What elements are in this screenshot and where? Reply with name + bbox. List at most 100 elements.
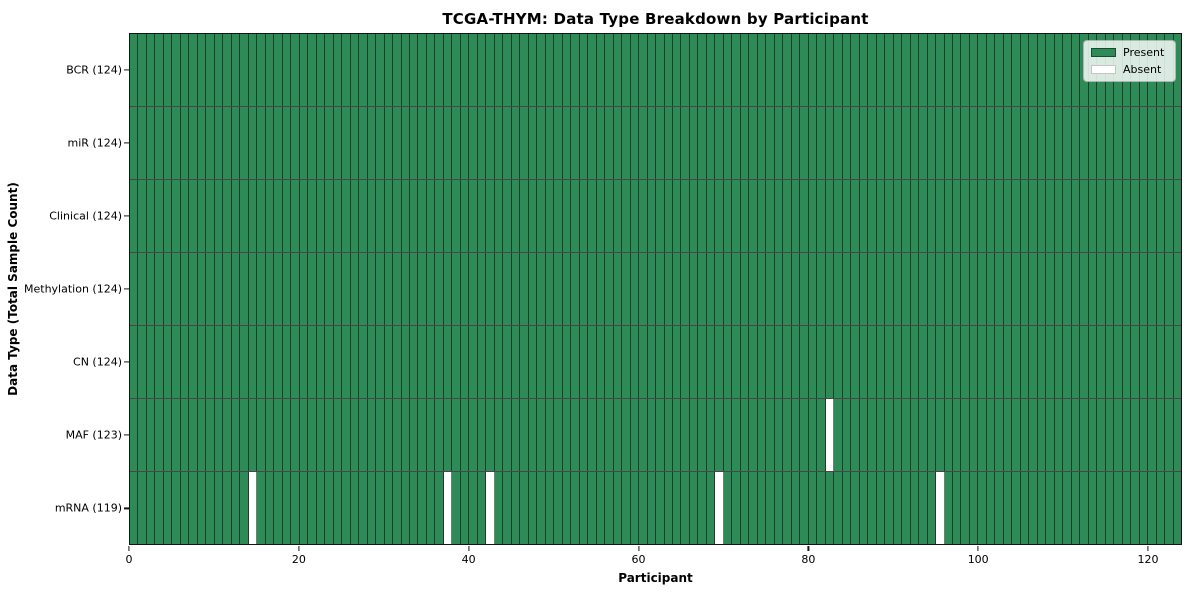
heatmap-cell-present (197, 326, 207, 398)
heatmap-cell-present (520, 253, 529, 325)
heatmap-cell-present (986, 472, 996, 544)
heatmap-cell-present (231, 253, 241, 325)
heatmap-cell-present (401, 326, 410, 398)
heatmap-cell-present (757, 180, 767, 252)
heatmap-cell-present (1173, 326, 1182, 398)
heatmap-cell-present (1122, 472, 1132, 544)
heatmap-cell-present (978, 180, 987, 252)
heatmap-cell-present (689, 180, 699, 252)
heatmap-cell-present (172, 253, 181, 325)
heatmap-cell-present (1173, 34, 1182, 106)
present-swatch-icon (1091, 48, 1116, 57)
heatmap-cell-present (1165, 180, 1174, 252)
heatmap-cell-present (223, 107, 232, 179)
heatmap-cell-present (486, 253, 495, 325)
heatmap-cell-present (511, 180, 521, 252)
heatmap-cell-present (732, 399, 741, 471)
heatmap-cell-present (401, 253, 410, 325)
heatmap-cell-present (1046, 34, 1055, 106)
heatmap-cell-present (723, 107, 733, 179)
heatmap-row-clinical (130, 180, 1182, 253)
heatmap-cell-present (630, 107, 640, 179)
heatmap-cell-present (316, 107, 326, 179)
heatmap-cell-present (944, 180, 953, 252)
heatmap-cell-present (885, 472, 894, 544)
heatmap-cell-present (596, 180, 606, 252)
heatmap-cell-present (452, 472, 461, 544)
heatmap-cell-present (571, 107, 580, 179)
heatmap-cell-present (435, 34, 444, 106)
heatmap-cell-present (579, 34, 589, 106)
heatmap-cell-present (910, 180, 920, 252)
heatmap-cell-present (1012, 180, 1021, 252)
heatmap-cell-present (664, 34, 673, 106)
heatmap-cell-present (1139, 472, 1149, 544)
heatmap-cell-present (554, 472, 563, 544)
heatmap-cell-absent (715, 472, 724, 544)
heatmap-cell-present (1003, 326, 1013, 398)
heatmap-cell-present (299, 472, 309, 544)
plot-area (129, 33, 1182, 545)
heatmap-cell-present (189, 34, 198, 106)
heatmap-cell-present (469, 180, 478, 252)
heatmap-cell-present (418, 399, 427, 471)
heatmap-cell-present (316, 34, 326, 106)
heatmap-cell-present (774, 326, 784, 398)
heatmap-cell-present (426, 180, 436, 252)
heatmap-cell-present (1063, 34, 1072, 106)
heatmap-cell-present (876, 253, 886, 325)
heatmap-cell-present (774, 253, 784, 325)
heatmap-cell-present (961, 326, 970, 398)
heatmap-cell-present (418, 34, 427, 106)
heatmap-cell-present (936, 107, 945, 179)
y-tick-label: MAF (123) (65, 428, 122, 442)
heatmap-cell-present (1088, 326, 1098, 398)
heatmap-cell-present (494, 34, 504, 106)
heatmap-cell-present (282, 399, 292, 471)
heatmap-cell-present (952, 180, 962, 252)
heatmap-cell-present (214, 326, 224, 398)
heatmap-cell-present (240, 107, 249, 179)
heatmap-cell-present (206, 34, 215, 106)
heatmap-cell-present (1156, 107, 1166, 179)
heatmap-cell-present (834, 399, 843, 471)
heatmap-cell-present (274, 34, 283, 106)
heatmap-cell-present (197, 399, 207, 471)
heatmap-cell-present (494, 472, 504, 544)
heatmap-cell-present (452, 399, 461, 471)
heatmap-cell-present (554, 180, 563, 252)
heatmap-cell-present (248, 107, 258, 179)
heatmap-cell-present (494, 399, 504, 471)
heatmap-cell-present (969, 180, 979, 252)
heatmap-cell-present (206, 399, 215, 471)
heatmap-cell-present (350, 399, 360, 471)
heatmap-cell-present (791, 253, 801, 325)
heatmap-cell-present (511, 472, 521, 544)
heatmap-cell-present (494, 253, 504, 325)
heatmap-cell-present (808, 253, 818, 325)
heatmap-cell-present (1122, 107, 1132, 179)
heatmap-cell-present (376, 34, 385, 106)
heatmap-cell-present (248, 253, 258, 325)
heatmap-cell-present (706, 180, 716, 252)
heatmap-cell-present (571, 253, 580, 325)
heatmap-cell-present (825, 472, 835, 544)
heatmap-cell-present (350, 472, 360, 544)
heatmap-cell-present (409, 472, 419, 544)
heatmap-cell-present (469, 253, 478, 325)
heatmap-cell-present (893, 326, 903, 398)
heatmap-cell-present (1165, 326, 1174, 398)
heatmap-cell-present (231, 34, 241, 106)
heatmap-cell-present (774, 472, 784, 544)
heatmap-cell-present (1088, 472, 1098, 544)
heatmap-cell-present (384, 326, 394, 398)
heatmap-cell-present (749, 399, 758, 471)
heatmap-cell-present (732, 326, 741, 398)
heatmap-cell-present (1114, 180, 1123, 252)
heatmap-cell-present (435, 399, 444, 471)
heatmap-cell-present (537, 34, 546, 106)
heatmap-cell-present (995, 107, 1004, 179)
heatmap-cell-present (978, 253, 987, 325)
heatmap-cell-present (969, 472, 979, 544)
heatmap-cell-present (859, 326, 869, 398)
